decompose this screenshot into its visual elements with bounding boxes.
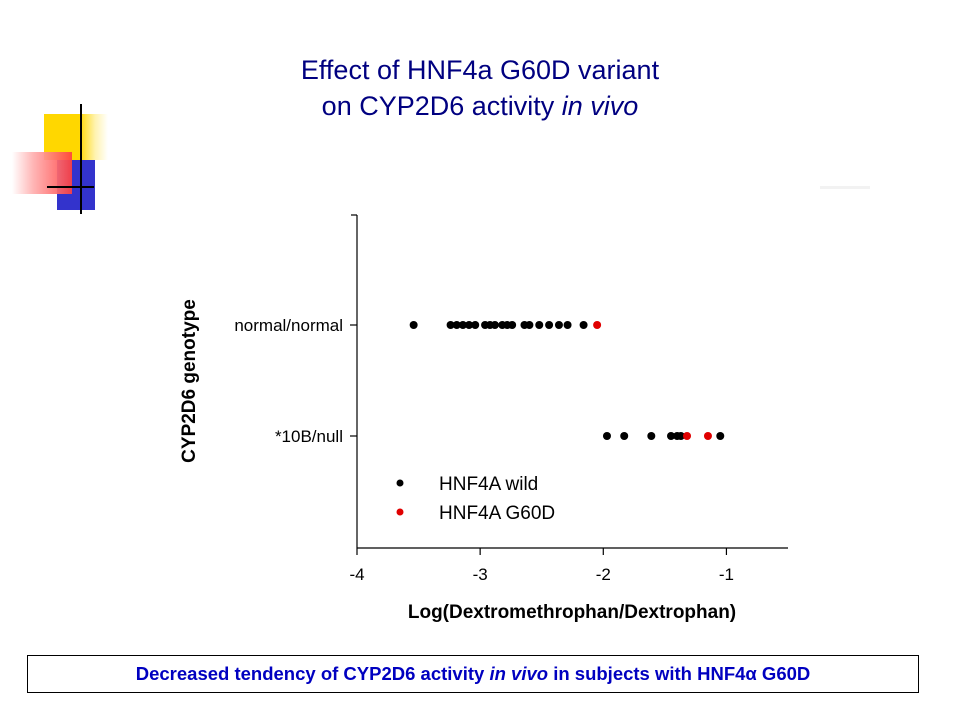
data-point bbox=[465, 321, 474, 329]
data-point bbox=[667, 432, 676, 440]
data-point bbox=[452, 321, 461, 329]
data-point bbox=[490, 321, 499, 329]
data-point bbox=[446, 321, 455, 329]
y-axis-label: CYP2D6 genotype bbox=[179, 299, 200, 463]
chart-labels: -4 -3 -2 -1 normal/normal *10B/null Log(Dextro… bbox=[179, 299, 736, 623]
chart-legend: HNF4A wild HNF4A G60D bbox=[396, 474, 555, 524]
chart-points bbox=[409, 321, 725, 440]
caption-text: Decreased tendency of CYP2D6 activity bbox=[135, 663, 490, 684]
title-line-1: Effect of HNF4a G60D variant bbox=[300, 55, 660, 85]
caption-box: Decreased tendency of CYP2D6 activity in… bbox=[27, 655, 919, 693]
data-point bbox=[525, 321, 534, 329]
data-point bbox=[647, 432, 656, 440]
caption-end: G60D bbox=[756, 663, 811, 684]
logo-vertical-line bbox=[80, 104, 82, 214]
data-point bbox=[593, 321, 602, 329]
faint-mark bbox=[820, 186, 870, 189]
data-point bbox=[703, 432, 712, 440]
x-tick-label: -4 bbox=[349, 565, 364, 584]
caption-italic: in vivo bbox=[489, 663, 549, 684]
legend-marker bbox=[396, 479, 404, 487]
data-point bbox=[471, 321, 480, 329]
caption-suffix: in subjects with HNF4 bbox=[548, 663, 746, 684]
data-point bbox=[545, 321, 554, 329]
data-point bbox=[535, 321, 544, 329]
title-line-2-text: on CYP2D6 activity bbox=[321, 91, 562, 121]
legend-label: HNF4A G60D bbox=[439, 503, 555, 524]
caption-alpha: α bbox=[745, 663, 757, 684]
x-tick-label: -3 bbox=[473, 565, 488, 584]
data-point bbox=[458, 321, 467, 329]
data-point bbox=[602, 432, 611, 440]
data-point bbox=[554, 321, 563, 329]
legend-marker bbox=[396, 508, 404, 516]
y-tick-label: *10B/null bbox=[275, 427, 343, 446]
data-point bbox=[563, 321, 572, 329]
title-line-2-italic: in vivo bbox=[561, 91, 639, 121]
data-point bbox=[683, 432, 692, 440]
page-title: Effect of HNF4a G60D variant on CYP2D6 a… bbox=[180, 52, 780, 124]
data-point bbox=[716, 432, 725, 440]
legend-label: HNF4A wild bbox=[439, 474, 538, 495]
title-line-2: on CYP2D6 activity in vivo bbox=[180, 88, 780, 124]
logo-horizontal-line bbox=[47, 186, 94, 188]
data-point bbox=[508, 321, 517, 329]
data-point bbox=[579, 321, 588, 329]
data-point bbox=[620, 432, 629, 440]
data-point bbox=[676, 432, 685, 440]
x-tick-label: -2 bbox=[596, 565, 611, 584]
x-axis-label: Log(Dextromethrophan/Dextrophan) bbox=[408, 602, 736, 623]
data-point bbox=[409, 321, 418, 329]
y-tick-label: normal/normal bbox=[234, 316, 343, 335]
chart-axes bbox=[350, 214, 788, 555]
x-tick-label: -1 bbox=[719, 565, 734, 584]
